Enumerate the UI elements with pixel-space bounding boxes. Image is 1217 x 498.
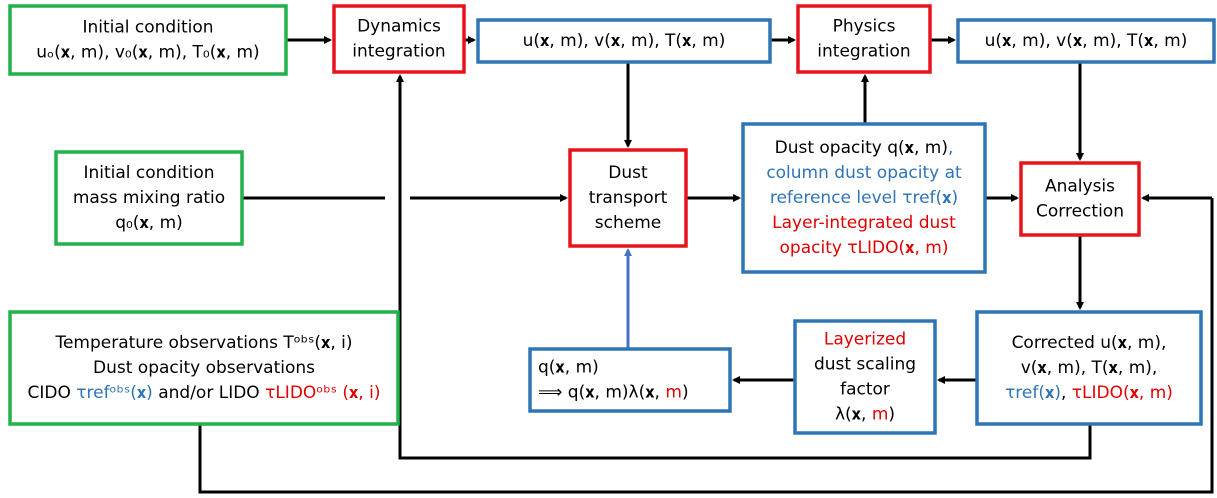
- node-line: u(𝐱, m), v(𝐱, m), T(𝐱, m): [523, 31, 726, 51]
- text-segment: Physics: [833, 17, 896, 37]
- text-segment: ): [888, 405, 895, 425]
- node-line: τref(𝐱), τLIDO(𝐱, m): [1005, 383, 1173, 403]
- text-segment: m: [872, 405, 889, 425]
- node-line: integration: [352, 42, 445, 62]
- text-segment: Dust: [608, 163, 648, 183]
- text-segment: ): [682, 383, 689, 403]
- node-line: Corrected u(𝐱, m),: [1012, 333, 1167, 353]
- node-line: Temperature observations Tᵒᵇˢ(𝐱, i): [54, 333, 352, 353]
- text-segment: Initial condition: [83, 163, 214, 183]
- text-segment: reference level τref(𝐱): [770, 188, 958, 208]
- node-line: Dynamics: [357, 17, 441, 37]
- node-box: [568, 148, 688, 248]
- text-segment: opacity τLIDO(𝐱, m): [780, 238, 949, 258]
- text-segment: m: [665, 383, 682, 403]
- node-line: u(𝐱, m), v(𝐱, m), T(𝐱, m): [985, 31, 1188, 51]
- node-box: [476, 18, 772, 64]
- node-box: [796, 4, 932, 74]
- node-box: [793, 319, 937, 435]
- text-segment: integration: [352, 42, 445, 62]
- nodes: Initial condition uₒ(𝐱, m), v₀(𝐱, m), T₀(…: [8, 4, 1216, 435]
- node-box: [332, 4, 466, 74]
- arrow: [396, 74, 1092, 460]
- node-line: λ(𝐱, m): [835, 405, 895, 425]
- text-segment: Layerized: [824, 330, 906, 350]
- node-box: [54, 150, 244, 246]
- text-segment: ,: [948, 138, 953, 158]
- text-segment: Temperature observations Tᵒᵇˢ(𝐱, i): [54, 333, 352, 353]
- node-line: v(𝐱, m), T(𝐱, m),: [1021, 358, 1158, 378]
- node-box: [956, 18, 1216, 64]
- text-segment: q₀(𝐱, m): [115, 213, 183, 233]
- node-line: Correction: [1036, 202, 1124, 222]
- node-line: opacity τLIDO(𝐱, m): [780, 238, 949, 258]
- arrows: [198, 36, 1214, 494]
- text-segment: dust scaling: [814, 355, 916, 375]
- node-line: factor: [840, 380, 890, 400]
- node-line: uₒ(𝐱, m), v₀(𝐱, m), T₀(𝐱, m): [36, 43, 259, 63]
- node-line: scheme: [595, 213, 661, 233]
- text-segment: Dust opacity observations: [93, 358, 315, 378]
- node-line: integration: [817, 42, 910, 62]
- text-segment: scheme: [595, 213, 661, 233]
- text-segment: τref(𝐱): [1005, 383, 1061, 403]
- text-segment: τLIDO(𝐱, m): [1072, 383, 1173, 403]
- line: [198, 198, 1214, 494]
- text-segment: τLIDOᵒᵇˢ (𝐱, i): [265, 383, 380, 403]
- node-line: Physics: [833, 17, 896, 37]
- node-box: [741, 122, 987, 274]
- node-line: Layerized: [824, 330, 906, 350]
- text-segment: Dust opacity q(𝐱, m): [775, 138, 948, 158]
- node-line: column dust opacity at: [766, 163, 962, 183]
- node-box: [8, 4, 288, 76]
- text-segment: u(𝐱, m), v(𝐱, m), T(𝐱, m): [985, 31, 1188, 51]
- text-segment: CIDO: [28, 383, 77, 403]
- node-box: [975, 310, 1203, 426]
- text-segment: Corrected u(𝐱, m),: [1012, 333, 1167, 353]
- node-line: Initial condition: [83, 163, 214, 183]
- node-box: [528, 347, 732, 413]
- node-line: ⟹ q(𝐱, m)λ(𝐱, m): [538, 383, 689, 403]
- text-segment: Analysis: [1045, 177, 1115, 197]
- node-line: Dust opacity observations: [93, 358, 315, 378]
- node-box: [8, 310, 400, 426]
- node-line: CIDO τrefᵒᵇˢ(𝐱) and/or LIDO τLIDOᵒᵇˢ (𝐱,…: [28, 383, 381, 403]
- text-segment: Initial condition: [82, 18, 213, 38]
- node-line: Analysis: [1045, 177, 1115, 197]
- text-segment: λ(𝐱,: [835, 405, 872, 425]
- text-segment: integration: [817, 42, 910, 62]
- node-box: [1019, 161, 1141, 237]
- node-line: mass mixing ratio: [73, 188, 225, 208]
- text-segment: u(𝐱, m), v(𝐱, m), T(𝐱, m): [523, 31, 726, 51]
- text-segment: ,: [1061, 383, 1072, 403]
- text-segment: factor: [840, 380, 890, 400]
- text-segment: column dust opacity at: [766, 163, 962, 183]
- text-segment: Correction: [1036, 202, 1124, 222]
- text-segment: and/or LIDO: [153, 383, 265, 403]
- node-line: q₀(𝐱, m): [115, 213, 183, 233]
- text-segment: v(𝐱, m), T(𝐱, m),: [1021, 358, 1158, 378]
- node-line: dust scaling: [814, 355, 916, 375]
- node-line: Layer-integrated dust: [772, 213, 956, 233]
- node-line: Initial condition: [82, 18, 213, 38]
- node-line: reference level τref(𝐱): [770, 188, 958, 208]
- node-line: q(𝐱, m): [538, 358, 599, 378]
- text-segment: Dynamics: [357, 17, 441, 37]
- node-line: Dust: [608, 163, 648, 183]
- text-segment: mass mixing ratio: [73, 188, 225, 208]
- text-segment: transport: [589, 188, 668, 208]
- text-segment: τrefᵒᵇˢ(𝐱): [76, 383, 153, 403]
- text-segment: Layer-integrated dust: [772, 213, 956, 233]
- node-line: Dust opacity q(𝐱, m),: [775, 138, 954, 158]
- text-segment: ⟹ q(𝐱, m)λ(𝐱,: [538, 383, 665, 403]
- text-segment: uₒ(𝐱, m), v₀(𝐱, m), T₀(𝐱, m): [36, 43, 259, 63]
- node-line: transport: [589, 188, 668, 208]
- text-segment: q(𝐱, m): [538, 358, 599, 378]
